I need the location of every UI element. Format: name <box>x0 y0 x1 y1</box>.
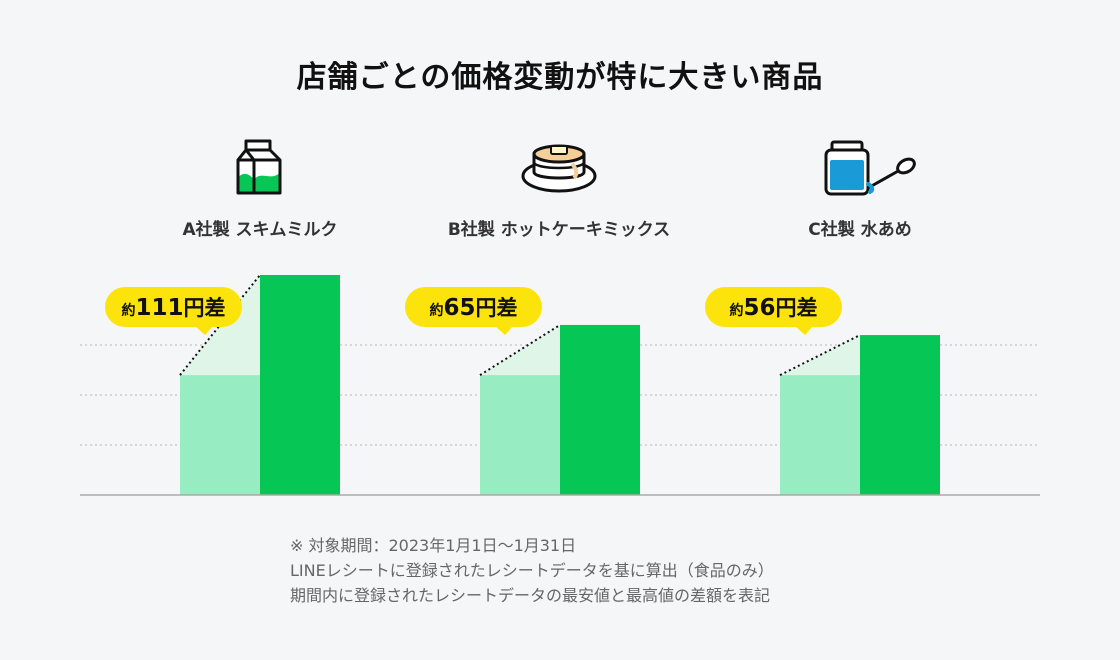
difference-badge-0 <box>105 287 242 327</box>
chart-title: 店舗ごとの価格変動が特に大きい商品 <box>296 60 824 95</box>
difference-prefix-1: 約 <box>429 302 443 319</box>
milk-carton-icon <box>236 139 282 195</box>
bar-high-0 <box>260 275 340 495</box>
difference-badge-tail-2 <box>795 326 813 335</box>
syrup-jar-spoon-icon <box>824 140 916 196</box>
difference-label-0: 約111円差 <box>121 295 225 321</box>
difference-prefix-0: 約 <box>121 302 135 319</box>
difference-suffix-2: 円差 <box>776 296 818 320</box>
footnote-period: ※ 対象期間：2023年1月1日〜1月31日 <box>290 536 577 555</box>
difference-value-0: 111 <box>135 295 183 321</box>
difference-label-2: 約56円差 <box>729 295 817 321</box>
difference-label-1: 約65円差 <box>429 295 517 321</box>
difference-area-0 <box>180 275 260 376</box>
difference-badge-tail-0 <box>195 326 213 335</box>
difference-connector-0 <box>179 274 261 376</box>
bar-high-1 <box>560 324 640 495</box>
difference-suffix-1: 円差 <box>476 296 518 320</box>
footnote-source: LINEレシートに登録されたレシートデータを基に算出（食品のみ） <box>290 561 774 580</box>
difference-connector-1 <box>479 324 561 376</box>
difference-badge-1 <box>405 287 542 327</box>
footnote-method: 期間内に登録されたレシートデータの最安値と最高値の差額を表記 <box>290 586 771 605</box>
bar-high-2 <box>860 335 940 495</box>
difference-suffix-0: 円差 <box>184 296 226 320</box>
difference-prefix-2: 約 <box>729 302 743 319</box>
product-label-a: A社製 スキムミルク <box>182 220 338 240</box>
bar-low-0 <box>180 375 260 495</box>
bar-low-2 <box>780 375 860 495</box>
bar-low-1 <box>480 375 560 495</box>
footnote: ※ 対象期間：2023年1月1日〜1月31日 LINEレシートに登録されたレシー… <box>290 533 774 608</box>
pancake-icon <box>521 144 597 193</box>
difference-badge-tail-1 <box>495 326 513 335</box>
product-label-b: B社製 ホットケーキミックス <box>447 220 671 240</box>
difference-badge-2 <box>705 287 842 327</box>
difference-value-1: 65 <box>443 295 475 321</box>
difference-value-2: 56 <box>743 295 775 321</box>
difference-area-2 <box>780 335 860 376</box>
product-label-c: C社製 水あめ <box>808 220 912 240</box>
